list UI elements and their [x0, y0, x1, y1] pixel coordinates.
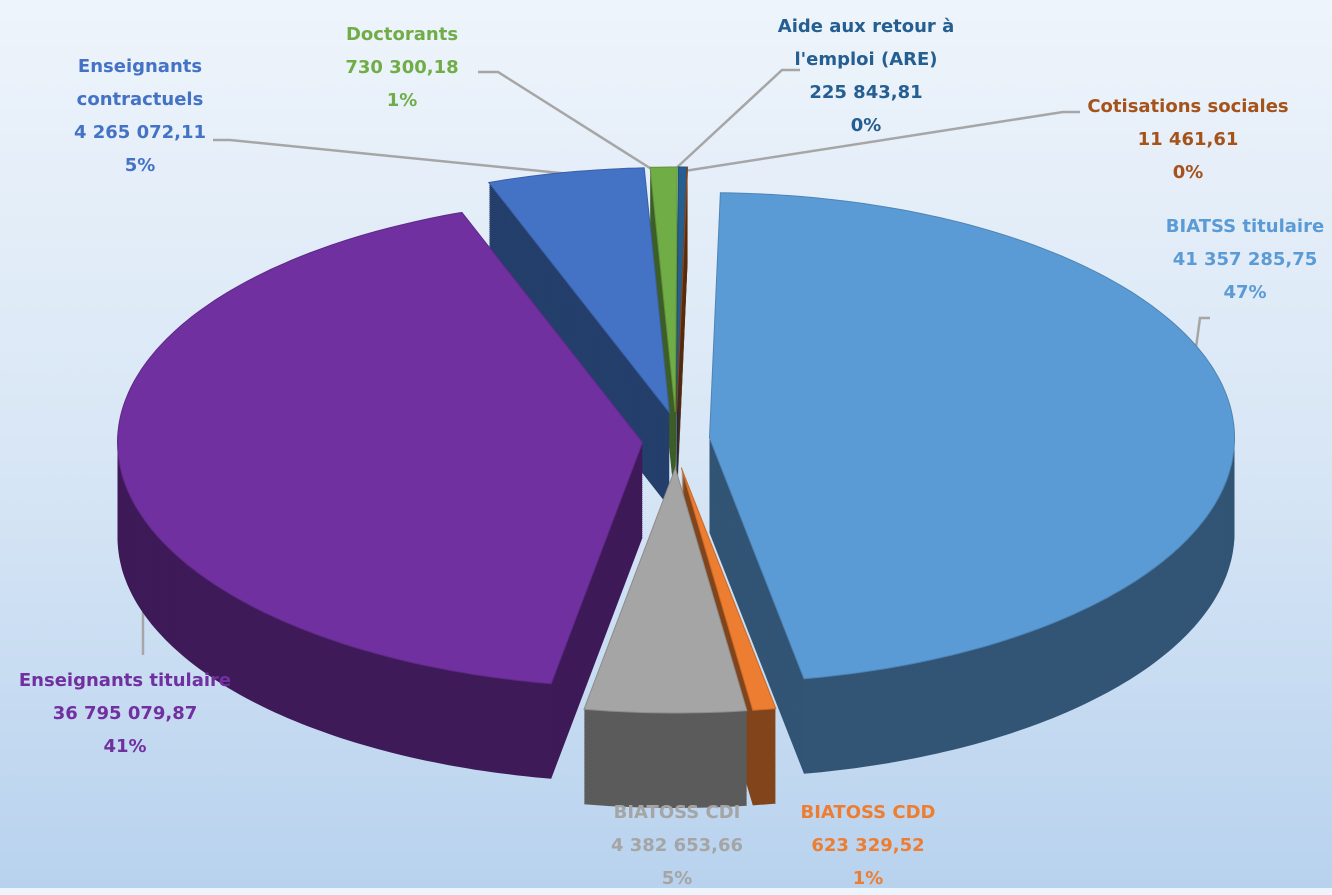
label-value: 11 461,61: [1137, 129, 1239, 150]
slice-side: [676, 252, 688, 498]
slice-side: [676, 222, 688, 468]
slice-side: [676, 232, 688, 478]
slice-side: [676, 254, 688, 500]
label-percent: 5%: [661, 868, 693, 889]
slice-side: [676, 180, 688, 426]
slice-side: [676, 192, 688, 438]
label-name: BIATOSS CDD: [800, 802, 936, 823]
label-name: BIATOSS CDI: [613, 802, 741, 823]
slice-side: [676, 194, 688, 440]
slice-side: [676, 256, 688, 502]
pie-slice: [116, 211, 644, 779]
slice-side: [676, 230, 688, 476]
slice-side: [676, 206, 688, 452]
slice-top: [708, 192, 1235, 680]
slice-top: [680, 467, 777, 711]
slice-side: [676, 246, 688, 492]
label-percent: 1%: [852, 868, 884, 889]
slice-side: [676, 216, 688, 462]
label-value: 4 382 653,66: [610, 835, 744, 856]
slice-side: [676, 250, 688, 496]
slice-side: [676, 200, 688, 446]
slice-side: [676, 218, 688, 464]
leader-line: [671, 68, 800, 173]
data-label: BIATSS titulaire 41 357 285,75 47%: [1145, 210, 1332, 309]
slice-side: [676, 224, 688, 470]
label-percent: 47%: [1223, 282, 1267, 303]
label-percent: 41%: [103, 736, 147, 757]
slice-side: [676, 248, 688, 494]
slice-side: [676, 182, 688, 428]
data-label: Cotisations sociales 11 461,61 0%: [1058, 90, 1318, 189]
pie-slice: [708, 192, 1235, 774]
slice-side: [676, 214, 688, 460]
slice-side: [676, 186, 688, 432]
slice-side: [676, 228, 688, 474]
label-value: 225 843,81: [809, 82, 923, 103]
leader-line: [478, 70, 654, 172]
slice-side: [676, 260, 688, 506]
data-label: BIATOSS CDI 4 382 653,66 5%: [577, 796, 777, 895]
leader-line: [677, 110, 1080, 174]
label-value: 36 795 079,87: [52, 703, 198, 724]
slice-side: [676, 262, 688, 508]
label-name: Doctorants: [345, 24, 459, 45]
slice-side: [676, 236, 688, 482]
label-percent: 5%: [124, 155, 156, 176]
pie: [116, 166, 1235, 808]
pie-slice: [583, 466, 748, 808]
slice-side: [676, 202, 688, 448]
slice-side: [676, 238, 688, 484]
label-percent: 0%: [1172, 162, 1204, 183]
slice-side: [676, 220, 688, 466]
data-label: BIATOSS CDD 623 329,52 1%: [768, 796, 968, 895]
label-name: Cotisations sociales: [1087, 96, 1289, 117]
slice-top: [649, 166, 678, 413]
label-percent: 0%: [850, 115, 882, 136]
slice-side: [676, 196, 688, 442]
slice-side: [676, 242, 688, 488]
data-label: Enseignants contractuels 4 265 072,11 5%: [30, 50, 250, 182]
slice-side: [676, 184, 688, 430]
slice-top: [487, 167, 671, 415]
slice-side: [676, 212, 688, 458]
slice-side: [676, 240, 688, 486]
slice-side: [676, 204, 688, 450]
slice-side: [676, 210, 688, 456]
label-value: 41 357 285,75: [1172, 249, 1318, 270]
pie-slice: [676, 166, 689, 508]
label-value: 730 300,18: [345, 57, 459, 78]
leader-line: [1193, 316, 1210, 356]
data-label: Doctorants 730 300,18 1%: [302, 18, 502, 117]
label-percent: 1%: [386, 90, 418, 111]
slice-side: [676, 190, 688, 436]
label-name: Enseignants titulaire: [18, 670, 232, 691]
slice-top: [676, 166, 689, 413]
data-label: Enseignants titulaire 36 795 079,87 41%: [0, 664, 255, 763]
data-label: Aide aux retour à l'emploi (ARE) 225 843,…: [756, 10, 976, 142]
slice-side: [676, 234, 688, 480]
label-name: BIATSS titulaire: [1165, 216, 1325, 237]
slice-side: [676, 244, 688, 490]
slice-side: [676, 226, 688, 472]
slice-side: [676, 258, 688, 504]
slice-side: [676, 208, 688, 454]
label-value: 4 265 072,11: [73, 122, 207, 143]
label-name: Enseignants contractuels: [76, 56, 204, 110]
slice-side: [676, 198, 688, 444]
label-name: Aide aux retour à l'emploi (ARE): [777, 16, 955, 70]
leader-line: [213, 138, 581, 177]
slice-top: [116, 211, 644, 685]
slice-top: [583, 466, 748, 714]
label-value: 623 329,52: [811, 835, 925, 856]
slice-side: [676, 188, 688, 434]
